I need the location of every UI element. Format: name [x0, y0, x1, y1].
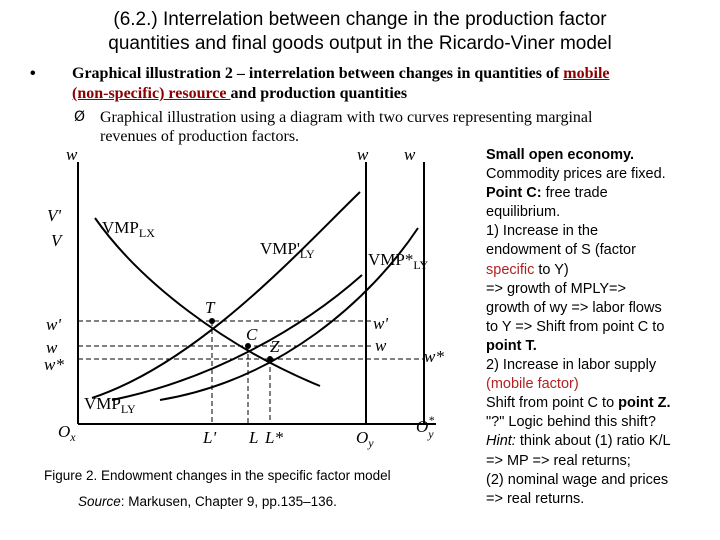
label-point-Z: Z	[270, 337, 280, 356]
sub-bullet-text: Graphical illustration using a diagram w…	[100, 108, 684, 146]
sub-bullet: Ø Graphical illustration using a diagram…	[74, 108, 684, 146]
label-w-star-left: w*	[44, 355, 64, 374]
note-line: specific to Y)	[486, 261, 716, 280]
bullet-text-b: and production quantities	[230, 85, 408, 102]
label-L-star: L*	[264, 428, 283, 447]
note-line: => growth of MPLY=>	[486, 280, 626, 297]
note-line: 2) Increase in labor supply	[486, 357, 657, 374]
axis-label-w-right-1: w	[357, 145, 369, 164]
hint-label: Hint:	[486, 433, 516, 450]
label-origin-y: Oy	[356, 428, 374, 450]
note-text: to Y)	[534, 261, 569, 278]
non-specific-resource-link[interactable]: (non-specific) resource	[72, 85, 231, 102]
label-w-star-right: w*	[424, 347, 444, 366]
label-vmp-ly-star: VMP*LY	[368, 250, 428, 272]
axis-label-w-right-2: w	[404, 145, 416, 164]
note-line-mobile-factor: (mobile factor)	[486, 376, 579, 393]
note-text: Shift from point C to	[486, 395, 619, 412]
note-line: Point C: free trade	[486, 184, 716, 203]
note-text: think about (1) ratio K/L	[515, 433, 671, 450]
label-w-prime-left: w'	[46, 315, 61, 334]
axis-label-w-left: w	[66, 145, 78, 164]
note-text: free trade	[541, 185, 608, 202]
explanation-notes: Small open economy. Commodity prices are…	[486, 146, 716, 509]
arrow-bullet-icon: Ø	[74, 109, 86, 125]
label-L-prime: L'	[202, 428, 216, 447]
sub-bullet-line-1: Graphical illustration using a diagram w…	[100, 109, 593, 126]
label-vmp-ly: VMPLY	[84, 394, 136, 416]
note-line: endowment of S (factor	[486, 242, 636, 259]
slide-title: (6.2.) Interrelation between change in t…	[30, 8, 690, 56]
mobile-link[interactable]: mobile	[563, 65, 610, 82]
label-origin-x: Ox	[58, 422, 76, 444]
point-C-dot	[245, 343, 251, 349]
note-line: Shift from point C to point Z.	[486, 394, 716, 413]
label-origin-y-star: O* y	[416, 413, 434, 441]
note-line: Small open economy.	[486, 147, 634, 163]
label-vmp-lx: VMPLX	[102, 218, 155, 240]
vmp-lx-curve	[94, 217, 321, 387]
label-V-prime: V'	[47, 206, 61, 225]
label-point-T: T	[205, 298, 216, 317]
note-line: to Y => Shift from point C to	[486, 318, 665, 335]
main-bullet: • Graphical illustration 2 – interrelati…	[30, 64, 690, 104]
title-line-2: quantities and final goods output in the…	[108, 33, 612, 54]
label-w-prime-right: w'	[373, 314, 388, 333]
label-point-C: C	[246, 325, 258, 344]
note-line: (2) nominal wage and prices	[486, 471, 669, 488]
label-vmp-ly-prime: VMP'LY	[260, 239, 315, 261]
bullet-dot: •	[30, 65, 36, 82]
note-line: => real returns.	[486, 490, 585, 507]
source-text: : Markusen, Chapter 9, pp.135–136.	[120, 494, 337, 509]
label-L: L	[248, 428, 258, 447]
label-w-left: w	[46, 338, 58, 357]
note-line: => MP => real returns;	[486, 452, 631, 469]
sub-bullet-line-2: revenues of production factors.	[100, 128, 300, 145]
note-line: 1) Increase in the	[486, 223, 599, 240]
note-line: Hint: think about (1) ratio K/L	[486, 432, 716, 451]
title-line-1: (6.2.) Interrelation between change in t…	[113, 9, 607, 30]
source-label: Source	[78, 494, 121, 509]
figure-caption: Figure 2. Endowment changes in the speci…	[44, 468, 391, 483]
label-w-right: w	[375, 336, 387, 355]
point-T-dot	[209, 318, 215, 324]
note-line: "?" Logic behind this shift?	[486, 414, 656, 431]
vmp-ly-prime-curve	[91, 191, 361, 399]
vmp-ly-curve	[111, 274, 363, 401]
note-bold: point Z.	[618, 395, 671, 412]
figure-source: Source: Markusen, Chapter 9, pp.135–136.	[78, 494, 337, 509]
specific-red-text: specific	[486, 261, 535, 278]
note-line: growth of wy => labor flows	[486, 299, 662, 316]
vmp-ly-star-curve	[159, 227, 419, 401]
main-bullet-text: Graphical illustration 2 – interrelation…	[72, 64, 690, 104]
label-V: V	[51, 231, 64, 250]
bullet-text-a: Graphical illustration 2 – interrelation…	[72, 65, 564, 82]
note-line: equilibrium.	[486, 204, 561, 221]
note-line: point T.	[486, 337, 537, 354]
point-Z-dot	[267, 356, 273, 362]
note-bold: Point C:	[486, 185, 542, 202]
note-line: Commodity prices are fixed.	[486, 166, 666, 183]
